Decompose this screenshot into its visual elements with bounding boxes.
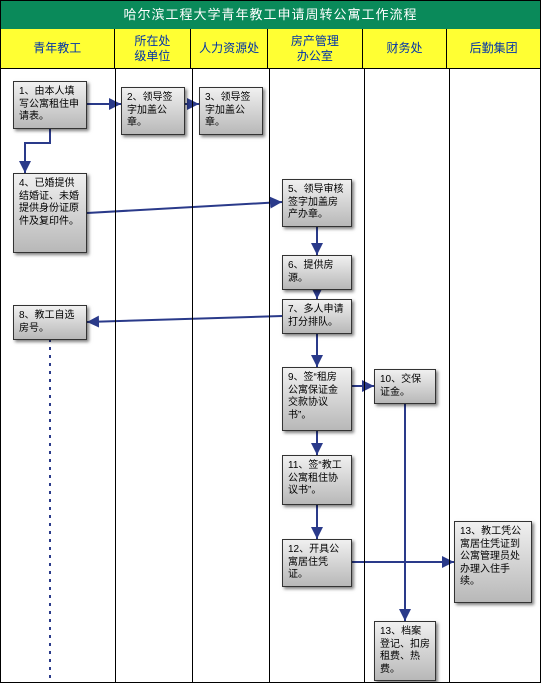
flow-node: 8、教工自选房号。 bbox=[13, 305, 87, 340]
flowchart-canvas: 哈尔滨工程大学青年教工申请周转公寓工作流程 青年教工所在处 级单位人力资源处房产… bbox=[0, 0, 541, 683]
column-header: 青年教工 bbox=[1, 29, 115, 68]
column-header: 房产管理 办公室 bbox=[268, 29, 363, 68]
swimlane-divider bbox=[364, 69, 365, 682]
swimlane-divider bbox=[449, 69, 450, 682]
flow-node: 7、多人申请打分排队。 bbox=[282, 299, 352, 334]
column-header: 后勤集团 bbox=[447, 29, 540, 68]
flow-node: 12、开具公寓居住凭证。 bbox=[282, 539, 352, 587]
flow-node: 4、已婚提供结婚证、未婚提供身份证原件及复印件。 bbox=[13, 173, 87, 253]
swimlane-divider bbox=[269, 69, 270, 682]
flow-node: 5、领导审核签字加盖房产办章。 bbox=[282, 179, 352, 227]
flow-node: 10、交保证金。 bbox=[374, 369, 436, 404]
flow-node: 13、档案登记、扣房租费、热费。 bbox=[374, 621, 436, 681]
column-header: 人力资源处 bbox=[191, 29, 268, 68]
arrow bbox=[25, 127, 50, 173]
column-header-row: 青年教工所在处 级单位人力资源处房产管理 办公室财务处后勤集团 bbox=[1, 29, 540, 69]
flow-node: 9、签“租房公寓保证金交款协议书”。 bbox=[282, 367, 352, 431]
flow-node: 6、提供房源。 bbox=[282, 255, 352, 290]
arrow bbox=[87, 202, 282, 213]
column-header: 所在处 级单位 bbox=[115, 29, 192, 68]
flow-node: 1、由本人填写公寓租住申请表。 bbox=[13, 81, 87, 129]
arrow bbox=[87, 316, 282, 322]
flow-node: 2、领导签字加盖公章。 bbox=[121, 87, 185, 135]
flow-node: 13、教工凭公寓居住凭证到公寓管理员处办理入住手续。 bbox=[454, 521, 532, 603]
flow-node: 3、领导签字加盖公章。 bbox=[199, 87, 263, 135]
column-header: 财务处 bbox=[363, 29, 448, 68]
swimlane-divider bbox=[192, 69, 193, 682]
swimlane-divider bbox=[115, 69, 116, 682]
swimlane-area: 1、由本人填写公寓租住申请表。 2、领导签字加盖公章。 3、领导签字加盖公章。 4、已… bbox=[1, 69, 540, 682]
page-title: 哈尔滨工程大学青年教工申请周转公寓工作流程 bbox=[1, 1, 540, 29]
flow-node: 11、签“教工公寓租住协议书”。 bbox=[282, 455, 352, 505]
